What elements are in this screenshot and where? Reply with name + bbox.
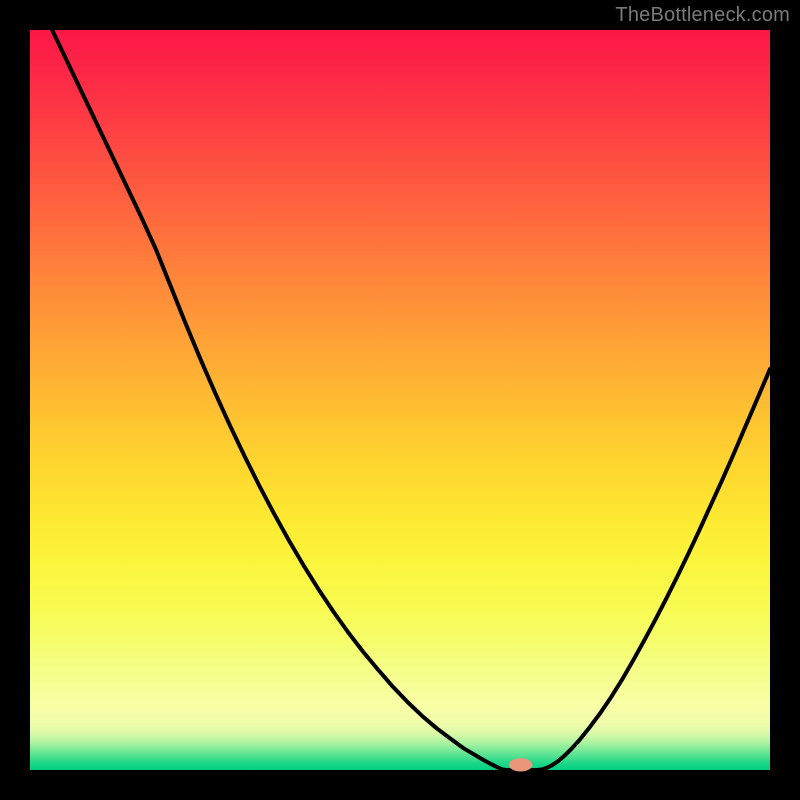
plot-background	[30, 30, 770, 770]
chart-container: TheBottleneck.com	[0, 0, 800, 800]
optimal-marker	[509, 758, 533, 771]
bottleneck-chart	[0, 0, 800, 800]
